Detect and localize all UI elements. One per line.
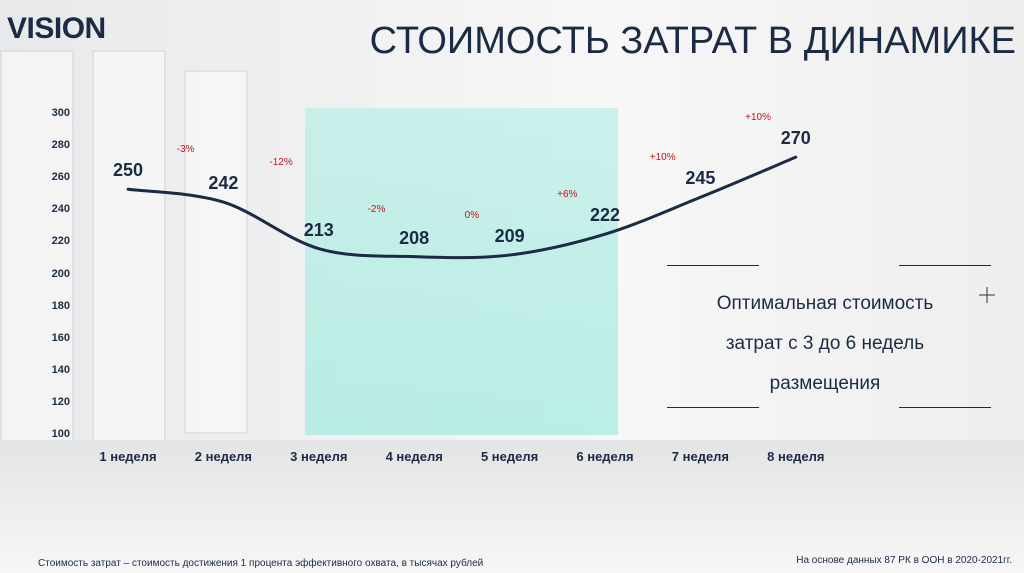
footnote-definition: Стоимость затрат – стоимость достижения … [38, 558, 484, 569]
crosshair-cursor-icon [979, 287, 995, 303]
data-label: 208 [399, 227, 430, 248]
divider-line [899, 407, 991, 408]
x-tick-label: 2 неделя [194, 449, 253, 464]
y-tick-label: 300 [51, 107, 70, 119]
y-tick-label: 140 [51, 363, 70, 376]
change-label: 0% [464, 210, 480, 222]
insight-note-line: Оптимальная стоимость [716, 293, 934, 314]
y-tick-label: 160 [51, 331, 70, 344]
footnote-source: На основе данных 87 РК в ООН в 2020-2021… [796, 555, 1012, 566]
y-tick-label: 260 [51, 171, 70, 184]
y-tick-label: 100 [51, 428, 70, 440]
data-label: 242 [208, 173, 239, 194]
logo: VISION [7, 12, 106, 45]
data-label: 222 [589, 205, 621, 226]
optimal-range-highlight [305, 108, 618, 435]
y-tick-label: 180 [51, 299, 70, 312]
change-label: -3% [176, 144, 195, 156]
y-tick-label: 120 [51, 395, 70, 408]
page-title: СТОИМОСТЬ ЗАТРАТ В ДИНАМИКЕ [369, 20, 1016, 62]
data-label: 209 [494, 226, 525, 247]
background-window [0, 40, 260, 470]
x-tick-label: 1 неделя [99, 449, 157, 464]
x-tick-label: 6 неделя [576, 449, 634, 464]
y-tick-label: 240 [51, 203, 70, 216]
y-tick-label: 280 [51, 139, 70, 152]
change-label: +6% [557, 189, 578, 201]
data-label: 245 [685, 168, 716, 189]
change-label: -12% [269, 157, 293, 169]
divider-line [667, 407, 759, 408]
x-tick-label: 7 неделя [671, 449, 730, 464]
data-label: 213 [303, 219, 334, 240]
change-label: -2% [367, 203, 386, 215]
y-tick-label: 200 [51, 267, 70, 280]
x-tick-label: 5 неделя [480, 449, 539, 464]
data-label: 270 [780, 128, 811, 149]
y-tick-label: 220 [51, 235, 70, 248]
insight-note-line: размещения [769, 373, 881, 394]
insight-note: Оптимальная стоимость затрат с 3 до 6 не… [690, 284, 960, 404]
x-tick-label: 8 неделя [767, 449, 825, 464]
divider-line [899, 265, 991, 266]
x-tick-label: 3 неделя [290, 449, 348, 464]
data-label: 250 [112, 160, 144, 181]
series-line [126, 155, 798, 260]
change-label: +10% [745, 112, 772, 124]
background-floor [0, 440, 1024, 573]
x-tick-label: 4 неделя [385, 449, 443, 464]
change-label: +10% [649, 152, 676, 164]
divider-line [667, 265, 759, 266]
insight-note-line: затрат с 3 до 6 недель [725, 333, 925, 354]
